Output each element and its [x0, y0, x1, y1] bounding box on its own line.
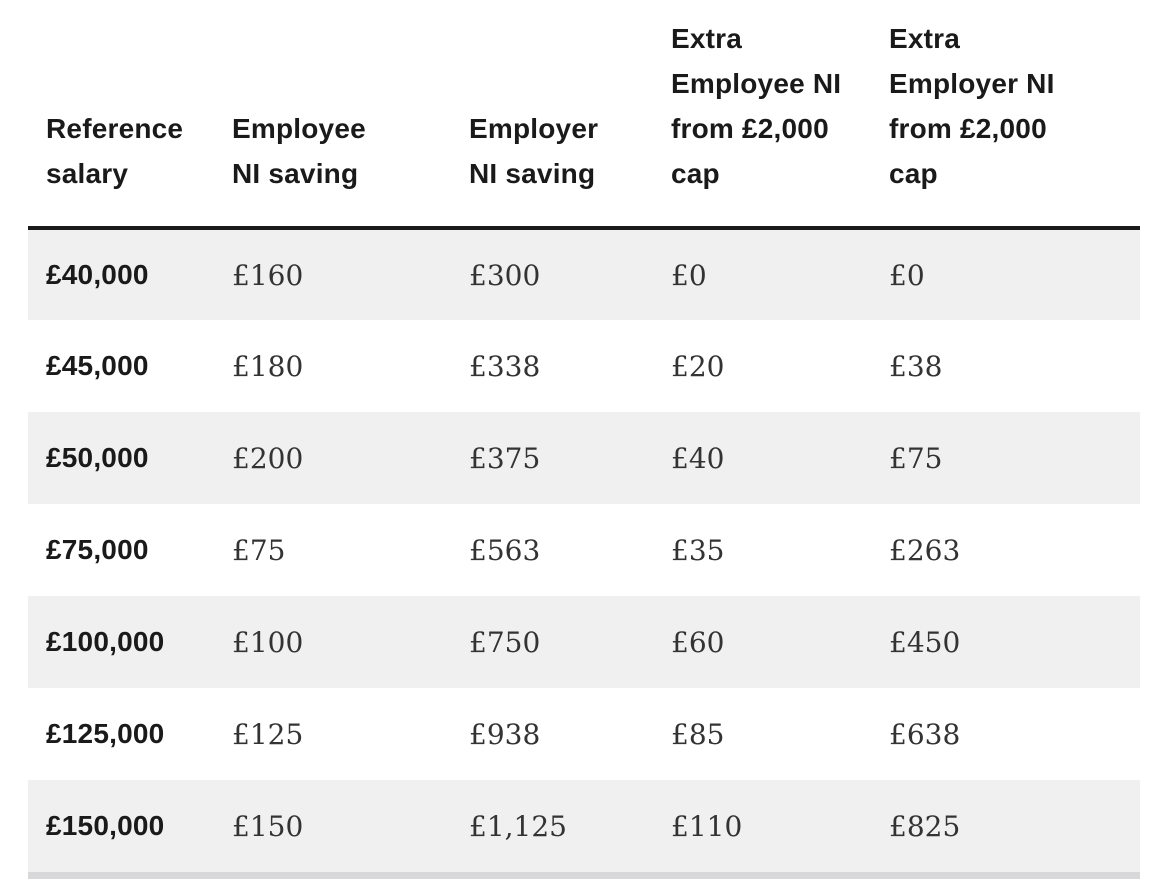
cell-reference-salary: £125,000: [46, 718, 165, 749]
header-line: Extra: [671, 23, 743, 54]
cell-reference-salary: £150,000: [46, 810, 165, 841]
table-header-row: Reference salary Employee NI saving Empl…: [28, 0, 1140, 230]
cell-employer-ni-saving: £938: [469, 717, 541, 751]
cell-reference-salary: £75,000: [46, 534, 149, 565]
cell-employer-ni-saving: £338: [469, 349, 541, 383]
cell-reference-salary: £45,000: [46, 350, 149, 381]
column-header-employee-ni-saving: Employee NI saving: [214, 0, 451, 230]
column-header-extra-employee-ni: Extra Employee NI from £2,000 cap: [653, 0, 871, 230]
column-header-reference-salary: Reference salary: [28, 0, 214, 230]
cell-extra-employer-ni: £825: [889, 809, 961, 843]
header-line: Employer NI: [889, 68, 1055, 99]
cell-reference-salary: £100,000: [46, 626, 165, 657]
cell-employee-ni-saving: £125: [232, 717, 304, 751]
header-line: cap: [671, 158, 720, 189]
header-line: salary: [46, 158, 129, 189]
cell-extra-employer-ni: £75: [889, 441, 943, 475]
cell-employee-ni-saving: £180: [232, 349, 304, 383]
table-row: £75,000 £75 £563 £35 £263: [28, 504, 1140, 596]
table-header: Reference salary Employee NI saving Empl…: [28, 0, 1140, 230]
cell-extra-employer-ni: £0: [889, 258, 925, 292]
cell-employer-ni-saving: £375: [469, 441, 541, 475]
cell-employer-ni-saving: £750: [469, 625, 541, 659]
ni-savings-table-section: Reference salary Employee NI saving Empl…: [28, 0, 1140, 879]
cell-reference-salary: £50,000: [46, 442, 149, 473]
header-line: Employer: [469, 113, 599, 144]
table-bottom-rule: [28, 872, 1140, 879]
cell-employer-ni-saving: £1,125: [469, 809, 567, 843]
cell-extra-employee-ni: £35: [671, 533, 725, 567]
cell-extra-employer-ni: £450: [889, 625, 961, 659]
cell-extra-employer-ni: £638: [889, 717, 961, 751]
table-row: £125,000 £125 £938 £85 £638: [28, 688, 1140, 780]
ni-savings-table: Reference salary Employee NI saving Empl…: [28, 0, 1140, 872]
cell-extra-employee-ni: £85: [671, 717, 725, 751]
header-line: Extra: [889, 23, 961, 54]
cell-extra-employee-ni: £0: [671, 258, 707, 292]
cell-employer-ni-saving: £563: [469, 533, 541, 567]
table-row: £100,000 £100 £750 £60 £450: [28, 596, 1140, 688]
header-line: NI saving: [469, 158, 596, 189]
cell-employee-ni-saving: £75: [232, 533, 286, 567]
cell-extra-employer-ni: £263: [889, 533, 961, 567]
cell-extra-employer-ni: £38: [889, 349, 943, 383]
cell-extra-employee-ni: £20: [671, 349, 725, 383]
cell-employee-ni-saving: £150: [232, 809, 304, 843]
header-line: cap: [889, 158, 938, 189]
table-row: £50,000 £200 £375 £40 £75: [28, 412, 1140, 504]
header-line: Employee: [232, 113, 366, 144]
cell-employee-ni-saving: £200: [232, 441, 304, 475]
cell-reference-salary: £40,000: [46, 259, 149, 290]
table-body: £40,000 £160 £300 £0 £0 £45,000 £180 £33…: [28, 228, 1140, 872]
header-line: Reference: [46, 113, 184, 144]
cell-extra-employee-ni: £40: [671, 441, 725, 475]
cell-extra-employee-ni: £110: [671, 809, 743, 843]
header-line: Employee NI: [671, 68, 842, 99]
table-row: £40,000 £160 £300 £0 £0: [28, 228, 1140, 320]
table-row: £45,000 £180 £338 £20 £38: [28, 320, 1140, 412]
cell-employee-ni-saving: £160: [232, 258, 304, 292]
table-row: £150,000 £150 £1,125 £110 £825: [28, 780, 1140, 872]
column-header-employer-ni-saving: Employer NI saving: [451, 0, 653, 230]
header-line: from £2,000: [671, 113, 829, 144]
cell-extra-employee-ni: £60: [671, 625, 725, 659]
cell-employer-ni-saving: £300: [469, 258, 541, 292]
header-line: NI saving: [232, 158, 359, 189]
column-header-extra-employer-ni: Extra Employer NI from £2,000 cap: [871, 0, 1140, 230]
cell-employee-ni-saving: £100: [232, 625, 304, 659]
header-line: from £2,000: [889, 113, 1047, 144]
